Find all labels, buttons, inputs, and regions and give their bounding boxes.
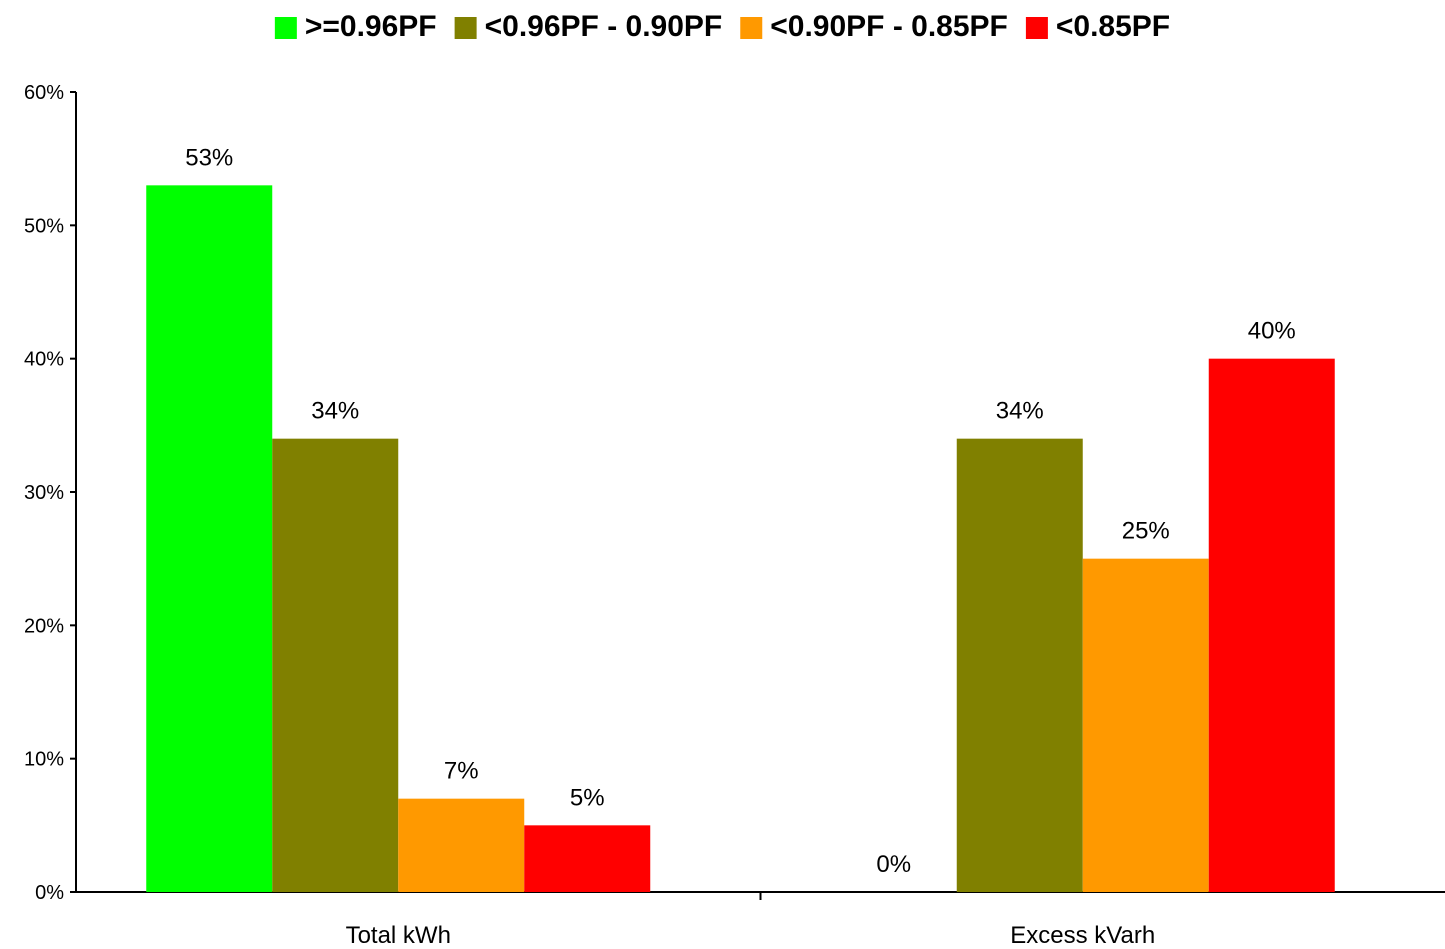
bars (146, 185, 1335, 893)
legend-item: <0.90PF - 0.85PF (740, 10, 1008, 43)
legend-swatch (1025, 17, 1048, 39)
category-label: Excess kVarh (1010, 922, 1155, 949)
bar (398, 798, 525, 892)
bar (272, 438, 399, 892)
legend-label: <0.96PF - 0.90PF (485, 10, 723, 43)
legend-item: <0.85PF (1025, 10, 1170, 43)
data-label: 34% (996, 398, 1044, 425)
data-label: 40% (1248, 318, 1296, 345)
data-label: 25% (1122, 518, 1170, 545)
y-tick-label: 60% (24, 82, 64, 104)
data-label: 34% (311, 398, 359, 425)
legend-swatch (740, 17, 763, 39)
data-label: 5% (570, 784, 605, 811)
y-tick-label: 0% (35, 882, 64, 904)
legend: >=0.96PF <0.96PF - 0.90PF <0.90PF - 0.85PF… (274, 10, 1170, 43)
bar (1082, 558, 1209, 892)
legend-label: <0.85PF (1056, 10, 1170, 43)
legend-item: <0.96PF - 0.90PF (454, 10, 723, 43)
bar (146, 185, 273, 893)
y-tick-label: 50% (24, 215, 64, 237)
category-label: Total kWh (346, 922, 451, 949)
y-tick-label: 20% (24, 615, 64, 637)
legend-label: >=0.96PF (305, 10, 437, 43)
y-ticks: 0% 10% 20% 30% 40% 50% 60% (24, 82, 76, 904)
data-label: 0% (876, 851, 911, 878)
legend-swatch (274, 17, 297, 39)
data-labels: 53% 34% 7% 5% 0% 34% 25% 40% (185, 144, 1296, 878)
legend-item: >=0.96PF (274, 10, 437, 43)
y-tick-label: 30% (24, 482, 64, 504)
category-labels: Total kWh Excess kVarh (346, 922, 1156, 949)
bar (956, 438, 1083, 892)
data-label: 53% (185, 144, 233, 171)
legend-swatch (454, 17, 477, 39)
bar (524, 825, 651, 892)
y-tick-label: 40% (24, 349, 64, 371)
data-label: 7% (444, 758, 479, 785)
bar (1208, 358, 1335, 893)
y-tick-label: 10% (24, 749, 64, 771)
legend-label: <0.90PF - 0.85PF (770, 10, 1008, 43)
